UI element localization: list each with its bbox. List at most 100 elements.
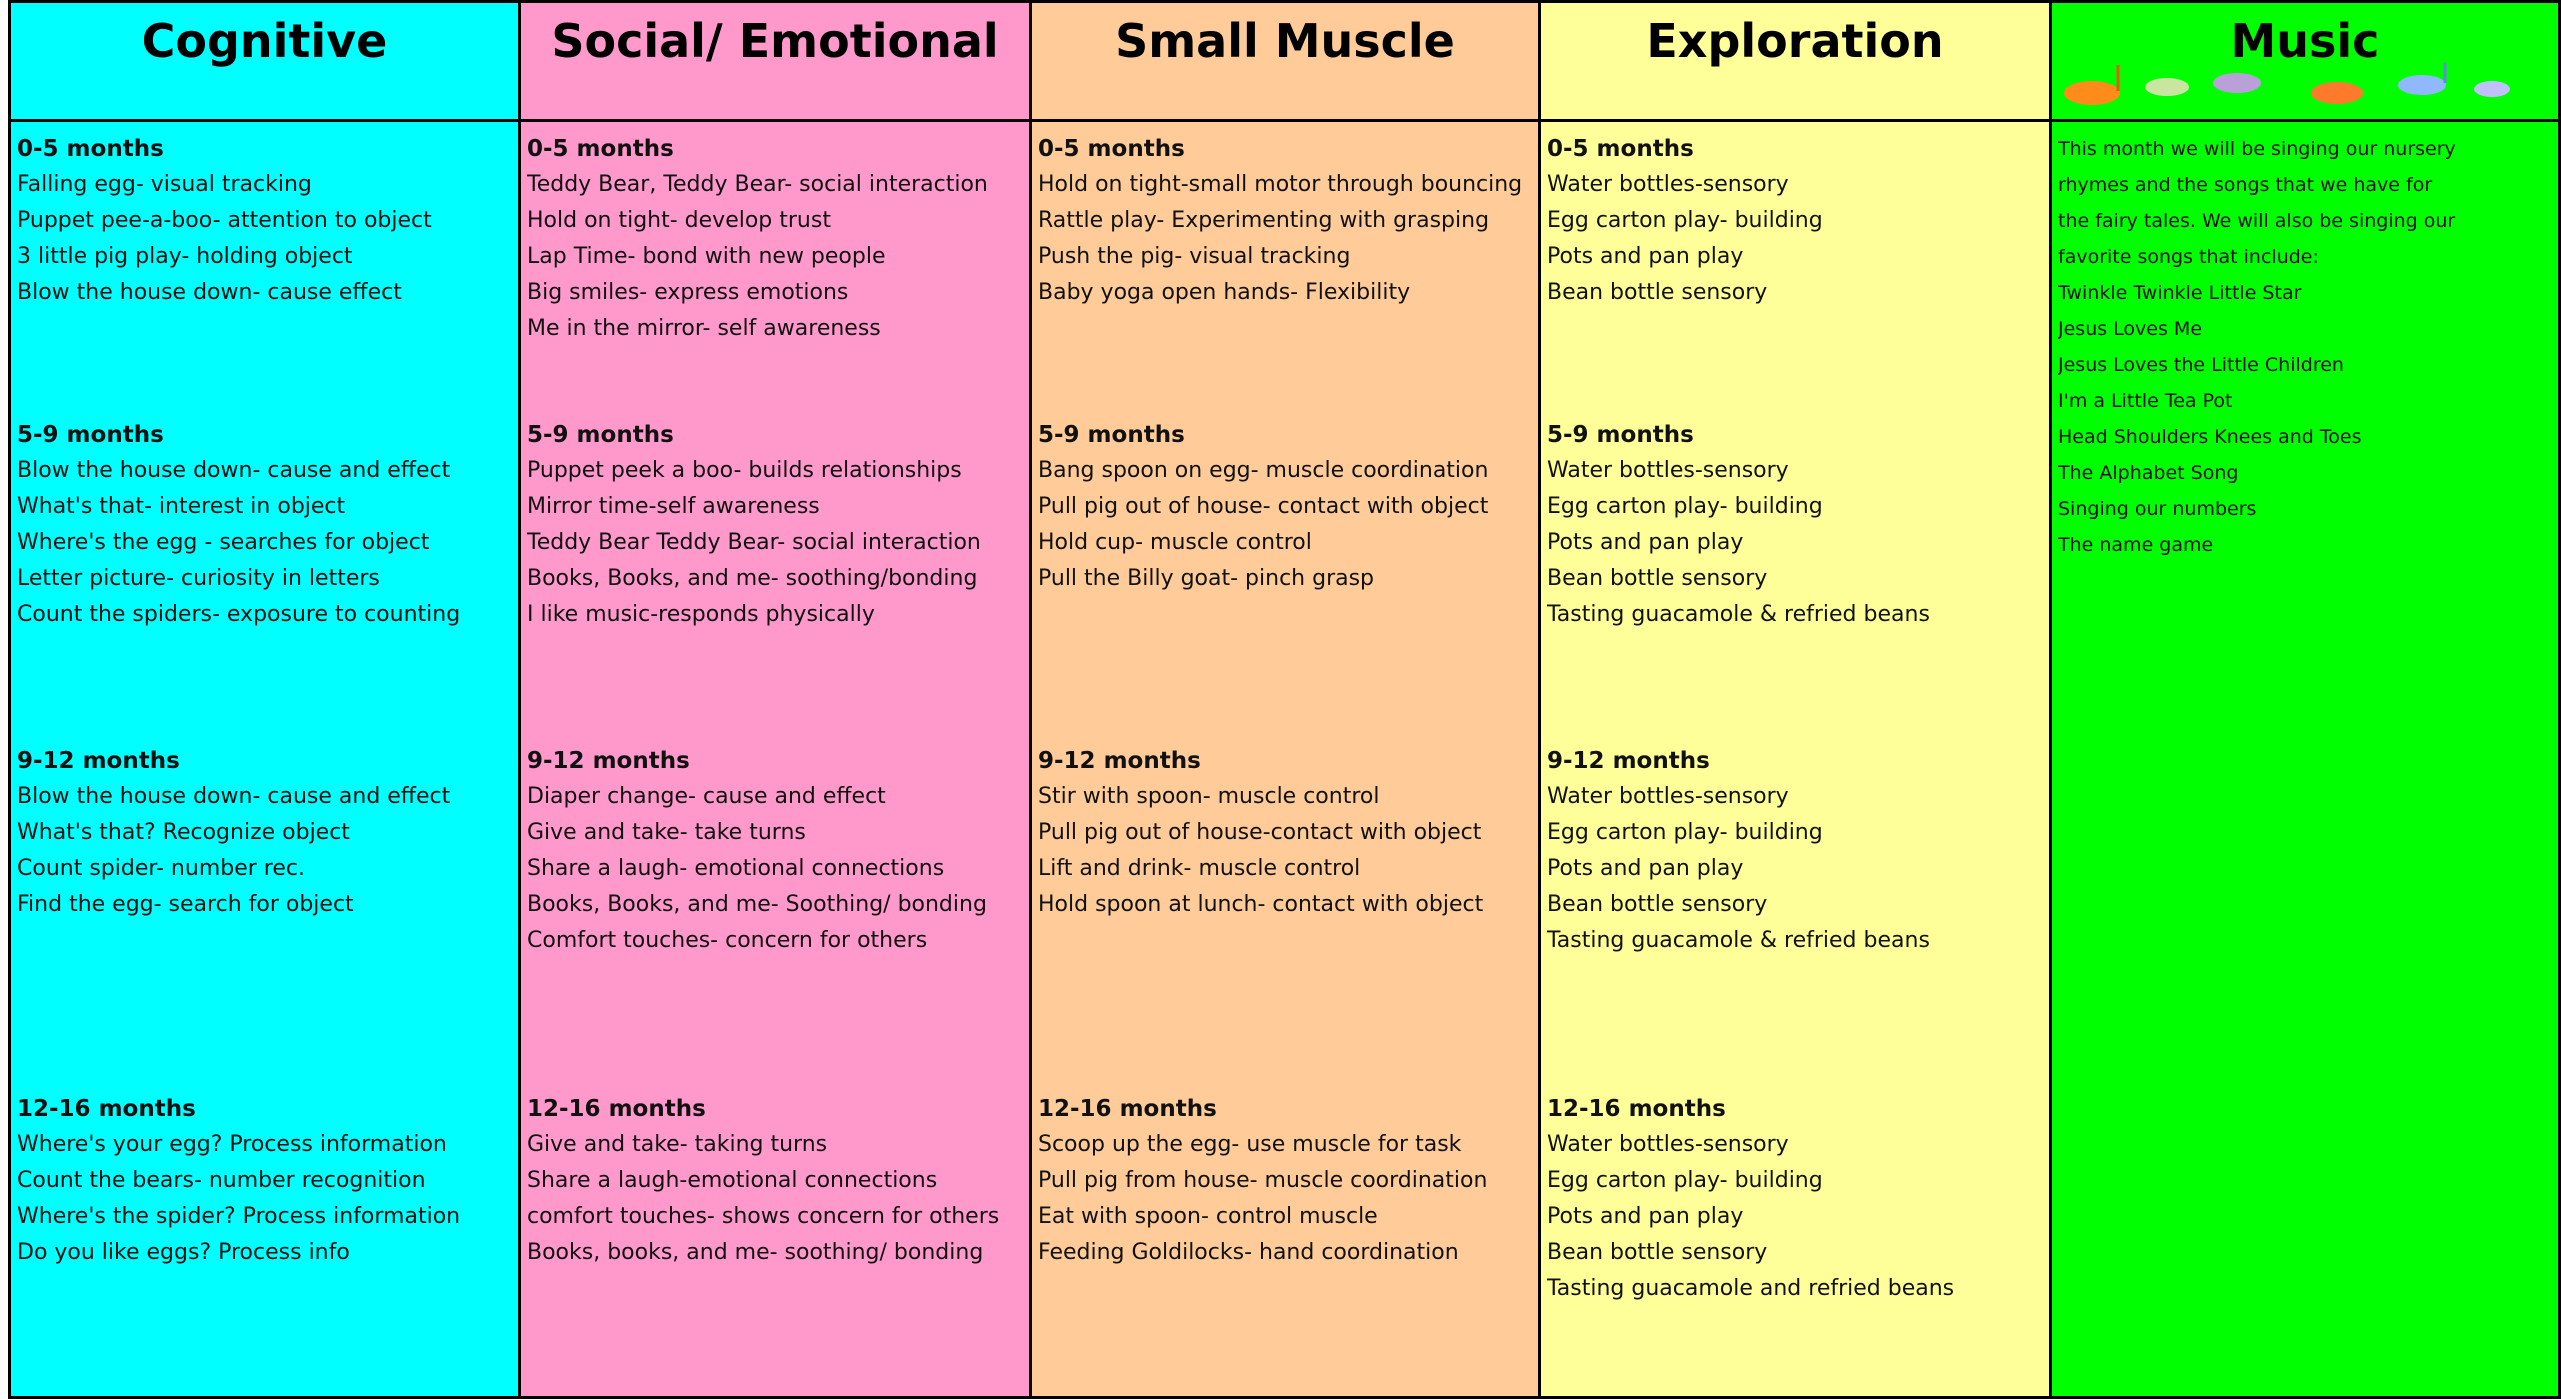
activity: Bang spoon on egg- muscle coordination — [1038, 458, 1489, 483]
age-heading: 9-12 months — [1038, 748, 1201, 774]
activity: Share a laugh-emotional connections — [527, 1168, 938, 1193]
activity: Pull the Billy goat- pinch grasp — [1038, 566, 1375, 591]
activity: Give and take- taking turns — [527, 1132, 828, 1157]
age-heading: 5-9 months — [1038, 422, 1185, 448]
music-line: Jesus Loves Me — [2058, 318, 2203, 340]
activity: Where's your egg? Process information — [17, 1132, 447, 1157]
activity: Water bottles-sensory — [1547, 172, 1789, 197]
activity: Blow the house down- cause effect — [17, 280, 402, 305]
activity: Pots and pan play — [1547, 1204, 1744, 1229]
column-title: Exploration — [1541, 3, 2049, 122]
activity: Bean bottle sensory — [1547, 892, 1768, 917]
activity: Tasting guacamole and refried beans — [1547, 1276, 1955, 1301]
age-heading: 0-5 months — [17, 136, 164, 162]
activity: Give and take- take turns — [527, 820, 806, 845]
activity: Bean bottle sensory — [1547, 1240, 1768, 1265]
activity: Do you like eggs? Process info — [17, 1240, 350, 1265]
activity: Hold on tight-small motor through bounci… — [1038, 172, 1523, 197]
activity: Falling egg- visual tracking — [17, 172, 312, 197]
activity: Hold cup- muscle control — [1038, 530, 1312, 555]
activity: Teddy Bear, Teddy Bear- social interacti… — [527, 172, 988, 197]
activity: Bean bottle sensory — [1547, 280, 1768, 305]
activity: Pots and pan play — [1547, 530, 1744, 555]
activity: Pull pig from house- muscle coordination — [1038, 1168, 1488, 1193]
age-heading: 0-5 months — [1547, 136, 1694, 162]
activity: Baby yoga open hands- Flexibility — [1038, 280, 1411, 305]
column: Music This month we will be singing our n… — [2049, 0, 2561, 1399]
age-heading: 5-9 months — [17, 422, 164, 448]
activity: Letter picture- curiosity in letters — [17, 566, 380, 591]
activity: Lift and drink- muscle control — [1038, 856, 1361, 881]
activity: What's that- interest in object — [17, 494, 346, 519]
age-heading: 5-9 months — [1547, 422, 1694, 448]
activity: What's that? Recognize object — [17, 820, 350, 845]
column: Small Muscle 0-5 months Hold on tight-smal… — [1029, 0, 1538, 1399]
activity: Puppet peek a boo- builds relationships — [527, 458, 962, 483]
activity: Egg carton play- building — [1547, 494, 1823, 519]
activity: Where's the spider? Process information — [17, 1204, 461, 1229]
activity: Hold on tight- develop trust — [527, 208, 831, 233]
activity: Pull pig out of house-contact with objec… — [1038, 820, 1482, 845]
age-heading: 12-16 months — [1038, 1096, 1217, 1122]
activity: Egg carton play- building — [1547, 208, 1823, 233]
age-heading: 5-9 months — [527, 422, 674, 448]
activity: Puppet pee-a-boo- attention to object — [17, 208, 432, 233]
activity: Comfort touches- concern for others — [527, 928, 928, 953]
activity: Count spider- number rec. — [17, 856, 305, 881]
activity: Teddy Bear Teddy Bear- social interactio… — [527, 530, 981, 555]
activity: Rattle play- Experimenting with grasping — [1038, 208, 1490, 233]
column: Exploration 0-5 months Water bottles-senso… — [1538, 0, 2049, 1399]
activity: 3 little pig play- holding object — [17, 244, 353, 269]
activity: I like music-responds physically — [527, 602, 875, 627]
age-heading: 12-16 months — [527, 1096, 706, 1122]
activity: Count the bears- number recognition — [17, 1168, 426, 1193]
activity: Pots and pan play — [1547, 244, 1744, 269]
music-line: the fairy tales. We will also be singing… — [2058, 210, 2456, 232]
activity: Lap Time- bond with new people — [527, 244, 886, 269]
column-title: Small Muscle — [1032, 3, 1538, 122]
music-notes — [2064, 63, 2510, 105]
column: Cognitive 0-5 months Falling egg- visual t… — [8, 0, 518, 1399]
age-heading: 9-12 months — [527, 748, 690, 774]
activity: Blow the house down- cause and effect — [17, 458, 451, 483]
activity: Pull pig out of house- contact with obje… — [1038, 494, 1489, 519]
activity: Push the pig- visual tracking — [1038, 244, 1351, 269]
activity: Big smiles- express emotions — [527, 280, 849, 305]
activity: Bean bottle sensory — [1547, 566, 1768, 591]
activity: Water bottles-sensory — [1547, 458, 1789, 483]
activity: Egg carton play- building — [1547, 1168, 1823, 1193]
activity: Blow the house down- cause and effect — [17, 784, 451, 809]
activity: Eat with spoon- control muscle — [1038, 1204, 1378, 1229]
activity: Me in the mirror- self awareness — [527, 316, 881, 341]
music-line: This month we will be singing our nurser… — [2058, 138, 2456, 160]
activity: Count the spiders- exposure to counting — [17, 602, 461, 627]
age-heading: 9-12 months — [17, 748, 180, 774]
music-line: The Alphabet Song — [2058, 462, 2239, 484]
activity: Diaper change- cause and effect — [527, 784, 886, 809]
column: Social/ Emotional 0-5 months Teddy Bear, T… — [518, 0, 1029, 1399]
activity: Books, Books, and me- Soothing/ bonding — [527, 892, 987, 917]
music-line: favorite songs that include: — [2058, 246, 2319, 268]
music-line: Head Shoulders Knees and Toes — [2058, 426, 2362, 448]
activity: Mirror time-self awareness — [527, 494, 820, 519]
music-line: The name game — [2058, 534, 2214, 556]
age-heading: 12-16 months — [1547, 1096, 1726, 1122]
activity: Scoop up the egg- use muscle for task — [1038, 1132, 1462, 1157]
age-heading: 12-16 months — [17, 1096, 196, 1122]
activity: Hold spoon at lunch- contact with object — [1038, 892, 1484, 917]
music-line: rhymes and the songs that we have for — [2058, 174, 2433, 196]
activity: Tasting guacamole & refried beans — [1547, 602, 1930, 627]
activity: Books, books, and me- soothing/ bonding — [527, 1240, 984, 1265]
activity: Tasting guacamole & refried beans — [1547, 928, 1930, 953]
activity: Water bottles-sensory — [1547, 784, 1789, 809]
activity: Pots and pan play — [1547, 856, 1744, 881]
column-title: Social/ Emotional — [521, 3, 1029, 122]
activity: Stir with spoon- muscle control — [1038, 784, 1380, 809]
age-heading: 0-5 months — [1038, 136, 1185, 162]
activity: Egg carton play- building — [1547, 820, 1823, 845]
music-line: Jesus Loves the Little Children — [2058, 354, 2344, 376]
age-heading: 9-12 months — [1547, 748, 1710, 774]
column-title: Cognitive — [11, 3, 518, 122]
activity: Books, Books, and me- soothing/bonding — [527, 566, 978, 591]
